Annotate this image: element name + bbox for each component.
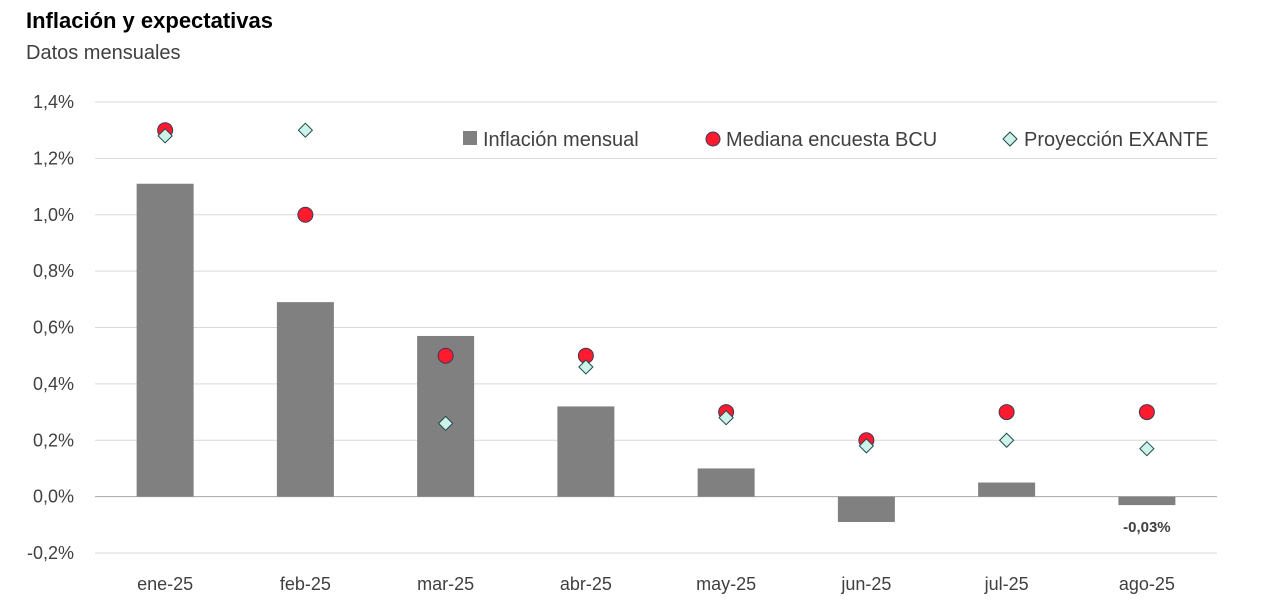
marker-mediana (437, 347, 454, 364)
y-tick-label: -0,2% (27, 543, 74, 563)
bar (1118, 496, 1176, 506)
x-tick-label: jun-25 (840, 574, 891, 594)
legend-label: Proyección EXANTE (1024, 129, 1209, 151)
legend-swatch-bar (463, 131, 477, 145)
legend-label: Inflación mensual (483, 129, 639, 151)
legend-label: Mediana encuesta BCU (726, 129, 937, 151)
y-tick-label: 1,0% (33, 205, 74, 225)
marker-exante (578, 359, 594, 375)
legend-swatch-diamond (1002, 131, 1018, 147)
marker-exante (998, 432, 1015, 448)
bar (837, 496, 895, 522)
marker-mediana (1138, 404, 1155, 421)
marker-exante (718, 409, 734, 426)
x-tick-label: jul-25 (984, 574, 1029, 594)
x-tick-label: ene-25 (137, 574, 193, 594)
bar (557, 406, 615, 497)
x-tick-label: feb-25 (280, 574, 331, 594)
x-tick-label: ago-25 (1119, 574, 1175, 594)
marker-mediana (998, 404, 1015, 421)
bar (978, 482, 1036, 497)
bar (276, 302, 334, 497)
y-tick-label: 0,0% (33, 487, 74, 507)
y-tick-label: 1,2% (33, 148, 74, 168)
chart-subtitle: Datos mensuales (26, 42, 181, 64)
y-tick-label: 0,2% (33, 430, 74, 450)
x-tick-label: abr-25 (560, 574, 612, 594)
legend-swatch-circle (705, 131, 721, 147)
bar (697, 468, 755, 497)
marker-exante (1139, 440, 1155, 457)
x-tick-label: mar-25 (417, 574, 474, 594)
x-tick-label: may-25 (696, 574, 756, 594)
marker-exante (157, 128, 173, 144)
y-tick-label: 0,8% (33, 261, 74, 281)
marker-exante (858, 438, 875, 454)
y-tick-label: 0,6% (33, 318, 74, 338)
y-tick-label: 0,4% (33, 374, 74, 394)
marker-exante (297, 122, 314, 138)
data-label: -0,03% (1123, 519, 1171, 536)
chart-title: Inflación y expectativas (26, 8, 273, 33)
y-tick-label: 1,4% (33, 92, 74, 112)
marker-mediana (297, 206, 314, 223)
marker-exante (437, 415, 454, 432)
bar (136, 183, 194, 497)
